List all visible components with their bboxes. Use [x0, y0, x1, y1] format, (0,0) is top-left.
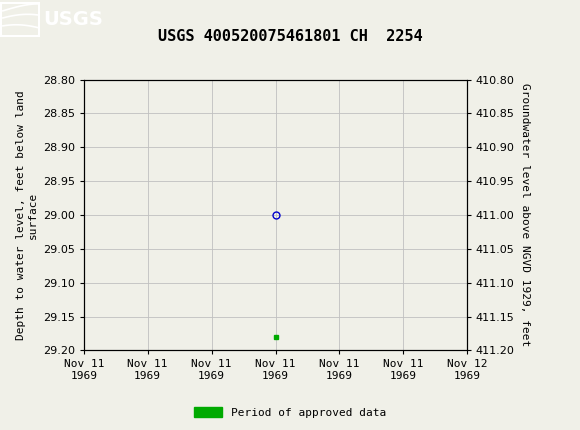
Y-axis label: Depth to water level, feet below land
surface: Depth to water level, feet below land su… [16, 90, 38, 340]
Text: USGS: USGS [44, 10, 103, 29]
Y-axis label: Groundwater level above NGVD 1929, feet: Groundwater level above NGVD 1929, feet [520, 83, 530, 347]
Legend: Period of approved data: Period of approved data [190, 403, 390, 422]
Text: USGS 400520075461801 CH  2254: USGS 400520075461801 CH 2254 [158, 29, 422, 44]
Bar [1, 3, 39, 36]
